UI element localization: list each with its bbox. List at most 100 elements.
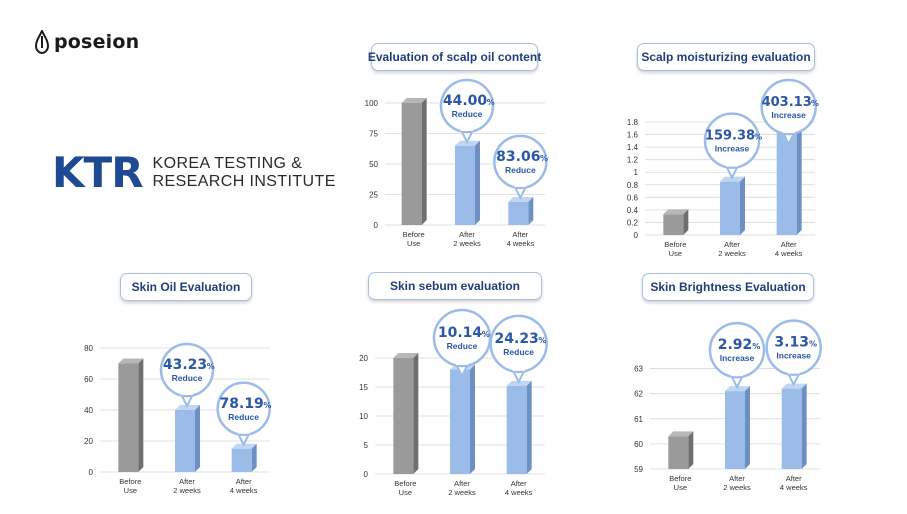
bubble-joint xyxy=(782,128,795,133)
y-tick-label: 63 xyxy=(634,365,643,374)
bar-side xyxy=(251,443,257,472)
chart-title: Scalp moisturizing evaluation xyxy=(637,43,815,71)
x-tick-label: 2 weeks xyxy=(173,486,201,495)
x-tick-label: Before xyxy=(394,479,416,488)
brand-logo: poseion xyxy=(34,30,139,54)
annotation-note: Reduce xyxy=(452,109,483,119)
bar-side xyxy=(801,383,807,469)
y-tick-label: 20 xyxy=(359,354,368,363)
bar-top xyxy=(663,209,689,215)
bar xyxy=(393,358,414,474)
y-tick-label: 1 xyxy=(634,168,639,177)
bubble-circle xyxy=(760,78,817,136)
y-tick-label: 40 xyxy=(84,406,93,415)
bubble-joint xyxy=(237,428,250,434)
y-tick-label: 60 xyxy=(84,375,93,384)
annotation-note: Increase xyxy=(715,144,750,154)
x-tick-label: 2 weeks xyxy=(448,488,476,497)
x-tick-label: 2 weeks xyxy=(453,239,481,248)
chart-title: Skin Brightness Evaluation xyxy=(642,273,814,301)
y-tick-label: 1.8 xyxy=(627,118,639,127)
bar xyxy=(668,436,689,469)
bar-side xyxy=(526,380,532,474)
x-tick-label: 4 weeks xyxy=(775,249,803,258)
annotation-bubble: 10.14 % Reduce xyxy=(432,308,492,379)
annotation-bubble: 44.00 % Reduce xyxy=(439,78,495,145)
x-tick-label: 4 weeks xyxy=(505,488,533,497)
annotation-value: 159.38 xyxy=(705,129,755,144)
chart-title: Skin sebum evaluation xyxy=(368,272,542,300)
bubble-circle xyxy=(432,308,492,368)
bar-top xyxy=(175,405,200,410)
annotation-note: Reduce xyxy=(228,412,259,422)
x-tick-label: 2 weeks xyxy=(718,249,746,258)
y-tick-label: 0.8 xyxy=(627,181,639,190)
bar xyxy=(401,103,422,225)
bubble-circle xyxy=(708,321,766,379)
annotation-bubble: 403.13 % Increase xyxy=(760,78,819,147)
annotation-unit: % xyxy=(752,342,760,351)
ktr-logo: KTR KOREA TESTING & RESEARCH INSTITUTE xyxy=(52,148,336,197)
annotation-note: Reduce xyxy=(503,347,534,357)
y-tick-label: 50 xyxy=(369,160,378,169)
annotation-unit: % xyxy=(754,133,762,142)
ktr-name-line1: KOREA TESTING & xyxy=(152,154,303,172)
annotation-value: 78.19 xyxy=(220,396,264,412)
bar-top xyxy=(401,98,427,103)
annotation-note: Increase xyxy=(771,110,806,120)
chart-title: Evaluation of scalp oil content xyxy=(368,43,541,71)
y-tick-label: 1.2 xyxy=(627,156,639,165)
annotation-unit: % xyxy=(811,99,819,108)
bar xyxy=(450,369,470,474)
y-tick-label: 80 xyxy=(84,344,93,353)
x-tick-label: After xyxy=(512,230,528,239)
annotation-value: 2.92 xyxy=(718,337,753,353)
y-tick-label: 75 xyxy=(369,130,378,139)
x-tick-label: 4 weeks xyxy=(230,486,258,495)
annotation-unit: % xyxy=(538,336,546,345)
bar xyxy=(663,214,684,235)
y-tick-label: 10 xyxy=(359,412,368,421)
annotation-bubble: 83.06 % Reduce xyxy=(493,134,548,201)
x-tick-label: After xyxy=(724,240,740,249)
x-tick-label: Before xyxy=(119,477,141,486)
x-tick-label: After xyxy=(781,240,797,249)
y-tick-label: 1.4 xyxy=(627,143,639,152)
bar-top xyxy=(231,443,257,449)
bar-side xyxy=(470,364,475,474)
y-tick-label: 15 xyxy=(359,383,368,392)
bubble-joint xyxy=(512,365,525,371)
x-tick-label: Use xyxy=(407,239,420,248)
scalp-moisture-chart: Scalp moisturizing evaluation 0 0.2 0.4 0.6… xyxy=(615,40,830,260)
bubble-circle xyxy=(493,134,548,190)
x-tick-label: 2 weeks xyxy=(723,483,751,492)
y-tick-label: 59 xyxy=(634,465,643,474)
annotation-value: 44.00 xyxy=(443,93,488,109)
y-tick-label: 5 xyxy=(364,441,369,450)
y-tick-label: 0 xyxy=(634,231,639,240)
bar-side xyxy=(745,386,750,469)
annotation-unit: % xyxy=(809,340,817,349)
bar xyxy=(781,388,802,469)
ktr-mark: KTR xyxy=(52,148,144,197)
bar xyxy=(725,391,745,469)
bar xyxy=(118,363,139,472)
bar xyxy=(720,181,740,235)
ktr-name-line2: RESEARCH INSTITUTE xyxy=(152,172,336,190)
annotation-value: 3.13 xyxy=(774,335,809,351)
annotation-note: Reduce xyxy=(172,373,203,383)
annotation-bubble: 3.13 % Increase xyxy=(765,319,822,387)
x-tick-label: Use xyxy=(399,488,412,497)
bubble-circle xyxy=(216,381,271,436)
bar xyxy=(508,201,529,225)
bubble-circle xyxy=(765,319,822,376)
annotation-note: Reduce xyxy=(447,341,478,351)
y-tick-label: 0.4 xyxy=(627,206,639,215)
annotation-bubble: 78.19 % Reduce xyxy=(216,381,271,447)
x-tick-label: After xyxy=(729,474,745,483)
bar xyxy=(506,385,527,474)
bar xyxy=(175,410,195,472)
